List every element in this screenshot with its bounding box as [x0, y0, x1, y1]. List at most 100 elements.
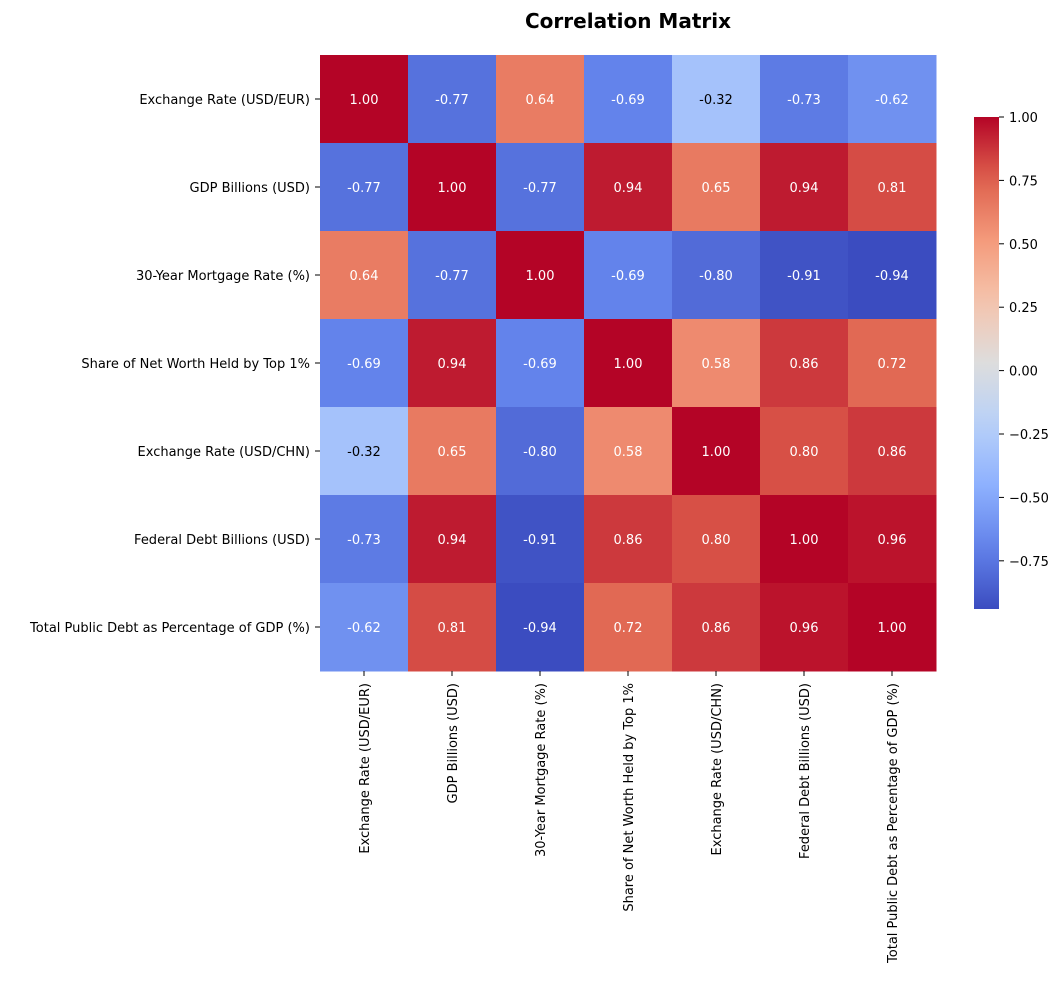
- cell-value-label: 0.58: [614, 445, 643, 460]
- x-tick-label: Federal Debt Billions (USD): [798, 683, 813, 859]
- cell-value-label: -0.69: [523, 357, 557, 372]
- heatmap-cell: [848, 143, 937, 232]
- heatmap-cell: [320, 55, 409, 144]
- cell-value-label: 0.86: [878, 445, 907, 460]
- y-tick-label: Total Public Debt as Percentage of GDP (…: [29, 621, 310, 636]
- cell-value-label: 0.80: [702, 533, 731, 548]
- heatmap-cell: [408, 319, 497, 408]
- cell-value-label: 0.81: [878, 181, 907, 196]
- heatmap-cell: [496, 407, 585, 496]
- colorbar: 1.00 0.75 0.50 0.25 0.00 −0.25 −0.50 −0.75: [974, 111, 1049, 609]
- cell-value-label: 0.80: [790, 445, 819, 460]
- cell-value-label: 1.00: [878, 621, 907, 636]
- heatmap-cell: [760, 583, 849, 672]
- heatmap-cell: [848, 55, 937, 144]
- heatmap-cell: [672, 319, 761, 408]
- heatmap-cell: [760, 319, 849, 408]
- x-tick-labels: Exchange Rate (USD/EUR) GDP Billions (USD…: [358, 671, 901, 964]
- cell-value-label: -0.91: [523, 533, 557, 548]
- cell-value-label: -0.80: [699, 269, 733, 284]
- cell-value-label: -0.69: [347, 357, 381, 372]
- cell-value-label: 0.94: [614, 181, 643, 196]
- heatmap-cell: [320, 319, 409, 408]
- y-tick-label: 30-Year Mortgage Rate (%): [136, 269, 310, 284]
- cell-value-label: 1.00: [790, 533, 819, 548]
- heatmap-cells: 1.00 -0.77 0.64 -0.69 -0.32 -0.73 -0.62 -0.77 1.…: [320, 55, 937, 672]
- cell-value-label: -0.94: [875, 269, 909, 284]
- cell-value-label: 0.64: [350, 269, 379, 284]
- cell-value-label: -0.32: [699, 93, 733, 108]
- heatmap-cell: [496, 143, 585, 232]
- colorbar-tick-label: −0.75: [1009, 555, 1049, 570]
- heatmap-cell: [848, 319, 937, 408]
- cell-value-label: 1.00: [438, 181, 467, 196]
- heatmap-cell: [584, 583, 673, 672]
- cell-value-label: -0.77: [435, 93, 469, 108]
- heatmap-cell: [320, 495, 409, 584]
- heatmap-cell: [584, 231, 673, 320]
- heatmap-cell: [496, 55, 585, 144]
- x-tick-label: Exchange Rate (USD/EUR): [358, 683, 373, 854]
- heatmap-cell: [408, 143, 497, 232]
- heatmap-cell: [672, 407, 761, 496]
- cell-value-label: 0.96: [878, 533, 907, 548]
- cell-value-label: -0.77: [435, 269, 469, 284]
- heatmap-cell: [496, 583, 585, 672]
- heatmap-cell: [496, 495, 585, 584]
- x-tick-label: GDP Billions (USD): [446, 683, 461, 803]
- heatmap-cell: [672, 583, 761, 672]
- y-tick-labels: Exchange Rate (USD/EUR) GDP Billions (USD…: [29, 93, 320, 636]
- cell-value-label: 0.72: [878, 357, 907, 372]
- cell-value-label: 0.86: [702, 621, 731, 636]
- cell-value-label: 0.64: [526, 93, 555, 108]
- heatmap-cell: [848, 231, 937, 320]
- heatmap-cell: [320, 231, 409, 320]
- heatmap-cell: [672, 495, 761, 584]
- heatmap-cell: [672, 143, 761, 232]
- heatmap-cell: [760, 495, 849, 584]
- colorbar-tick-label: −0.50: [1009, 491, 1049, 506]
- cell-value-label: 0.94: [438, 533, 467, 548]
- cell-value-label: -0.91: [787, 269, 821, 284]
- y-tick-label: Federal Debt Billions (USD): [134, 533, 310, 548]
- colorbar-tick-label: 0.75: [1009, 174, 1038, 189]
- y-tick-label: Exchange Rate (USD/CHN): [138, 445, 310, 460]
- heatmap-cell: [408, 407, 497, 496]
- colorbar-tick-label: 0.00: [1009, 365, 1038, 380]
- x-tick-label: Share of Net Worth Held by Top 1%: [622, 683, 637, 912]
- colorbar-tick-label: 1.00: [1009, 111, 1038, 126]
- heatmap-cell: [848, 407, 937, 496]
- y-tick-label: Share of Net Worth Held by Top 1%: [81, 357, 310, 372]
- cell-value-label: 1.00: [702, 445, 731, 460]
- x-tick-label: 30-Year Mortgage Rate (%): [534, 683, 549, 857]
- cell-value-label: -0.77: [523, 181, 557, 196]
- x-tick-label: Total Public Debt as Percentage of GDP (…: [886, 683, 901, 964]
- heatmap-cell: [672, 55, 761, 144]
- cell-value-label: -0.73: [787, 93, 821, 108]
- heatmap-cell: [320, 143, 409, 232]
- heatmap-cell: [848, 583, 937, 672]
- cell-value-label: 1.00: [526, 269, 555, 284]
- cell-value-label: -0.94: [523, 621, 557, 636]
- cell-value-label: 0.86: [790, 357, 819, 372]
- cell-value-label: -0.80: [523, 445, 557, 460]
- heatmap-cell: [320, 407, 409, 496]
- cell-value-label: 0.86: [614, 533, 643, 548]
- heatmap-cell: [760, 407, 849, 496]
- colorbar-tick-label: 0.50: [1009, 238, 1038, 253]
- heatmap-cell: [760, 143, 849, 232]
- cell-value-label: 0.58: [702, 357, 731, 372]
- heatmap-cell: [320, 583, 409, 672]
- cell-value-label: 1.00: [350, 93, 379, 108]
- heatmap-cell: [408, 55, 497, 144]
- cell-value-label: -0.73: [347, 533, 381, 548]
- cell-value-label: 1.00: [614, 357, 643, 372]
- cell-value-label: -0.69: [611, 93, 645, 108]
- heatmap-cell: [584, 143, 673, 232]
- cell-value-label: 0.72: [614, 621, 643, 636]
- cell-value-label: 0.65: [438, 445, 467, 460]
- heatmap-cell: [672, 231, 761, 320]
- y-tick-label: GDP Billions (USD): [190, 181, 310, 196]
- x-tick-label: Exchange Rate (USD/CHN): [710, 683, 725, 855]
